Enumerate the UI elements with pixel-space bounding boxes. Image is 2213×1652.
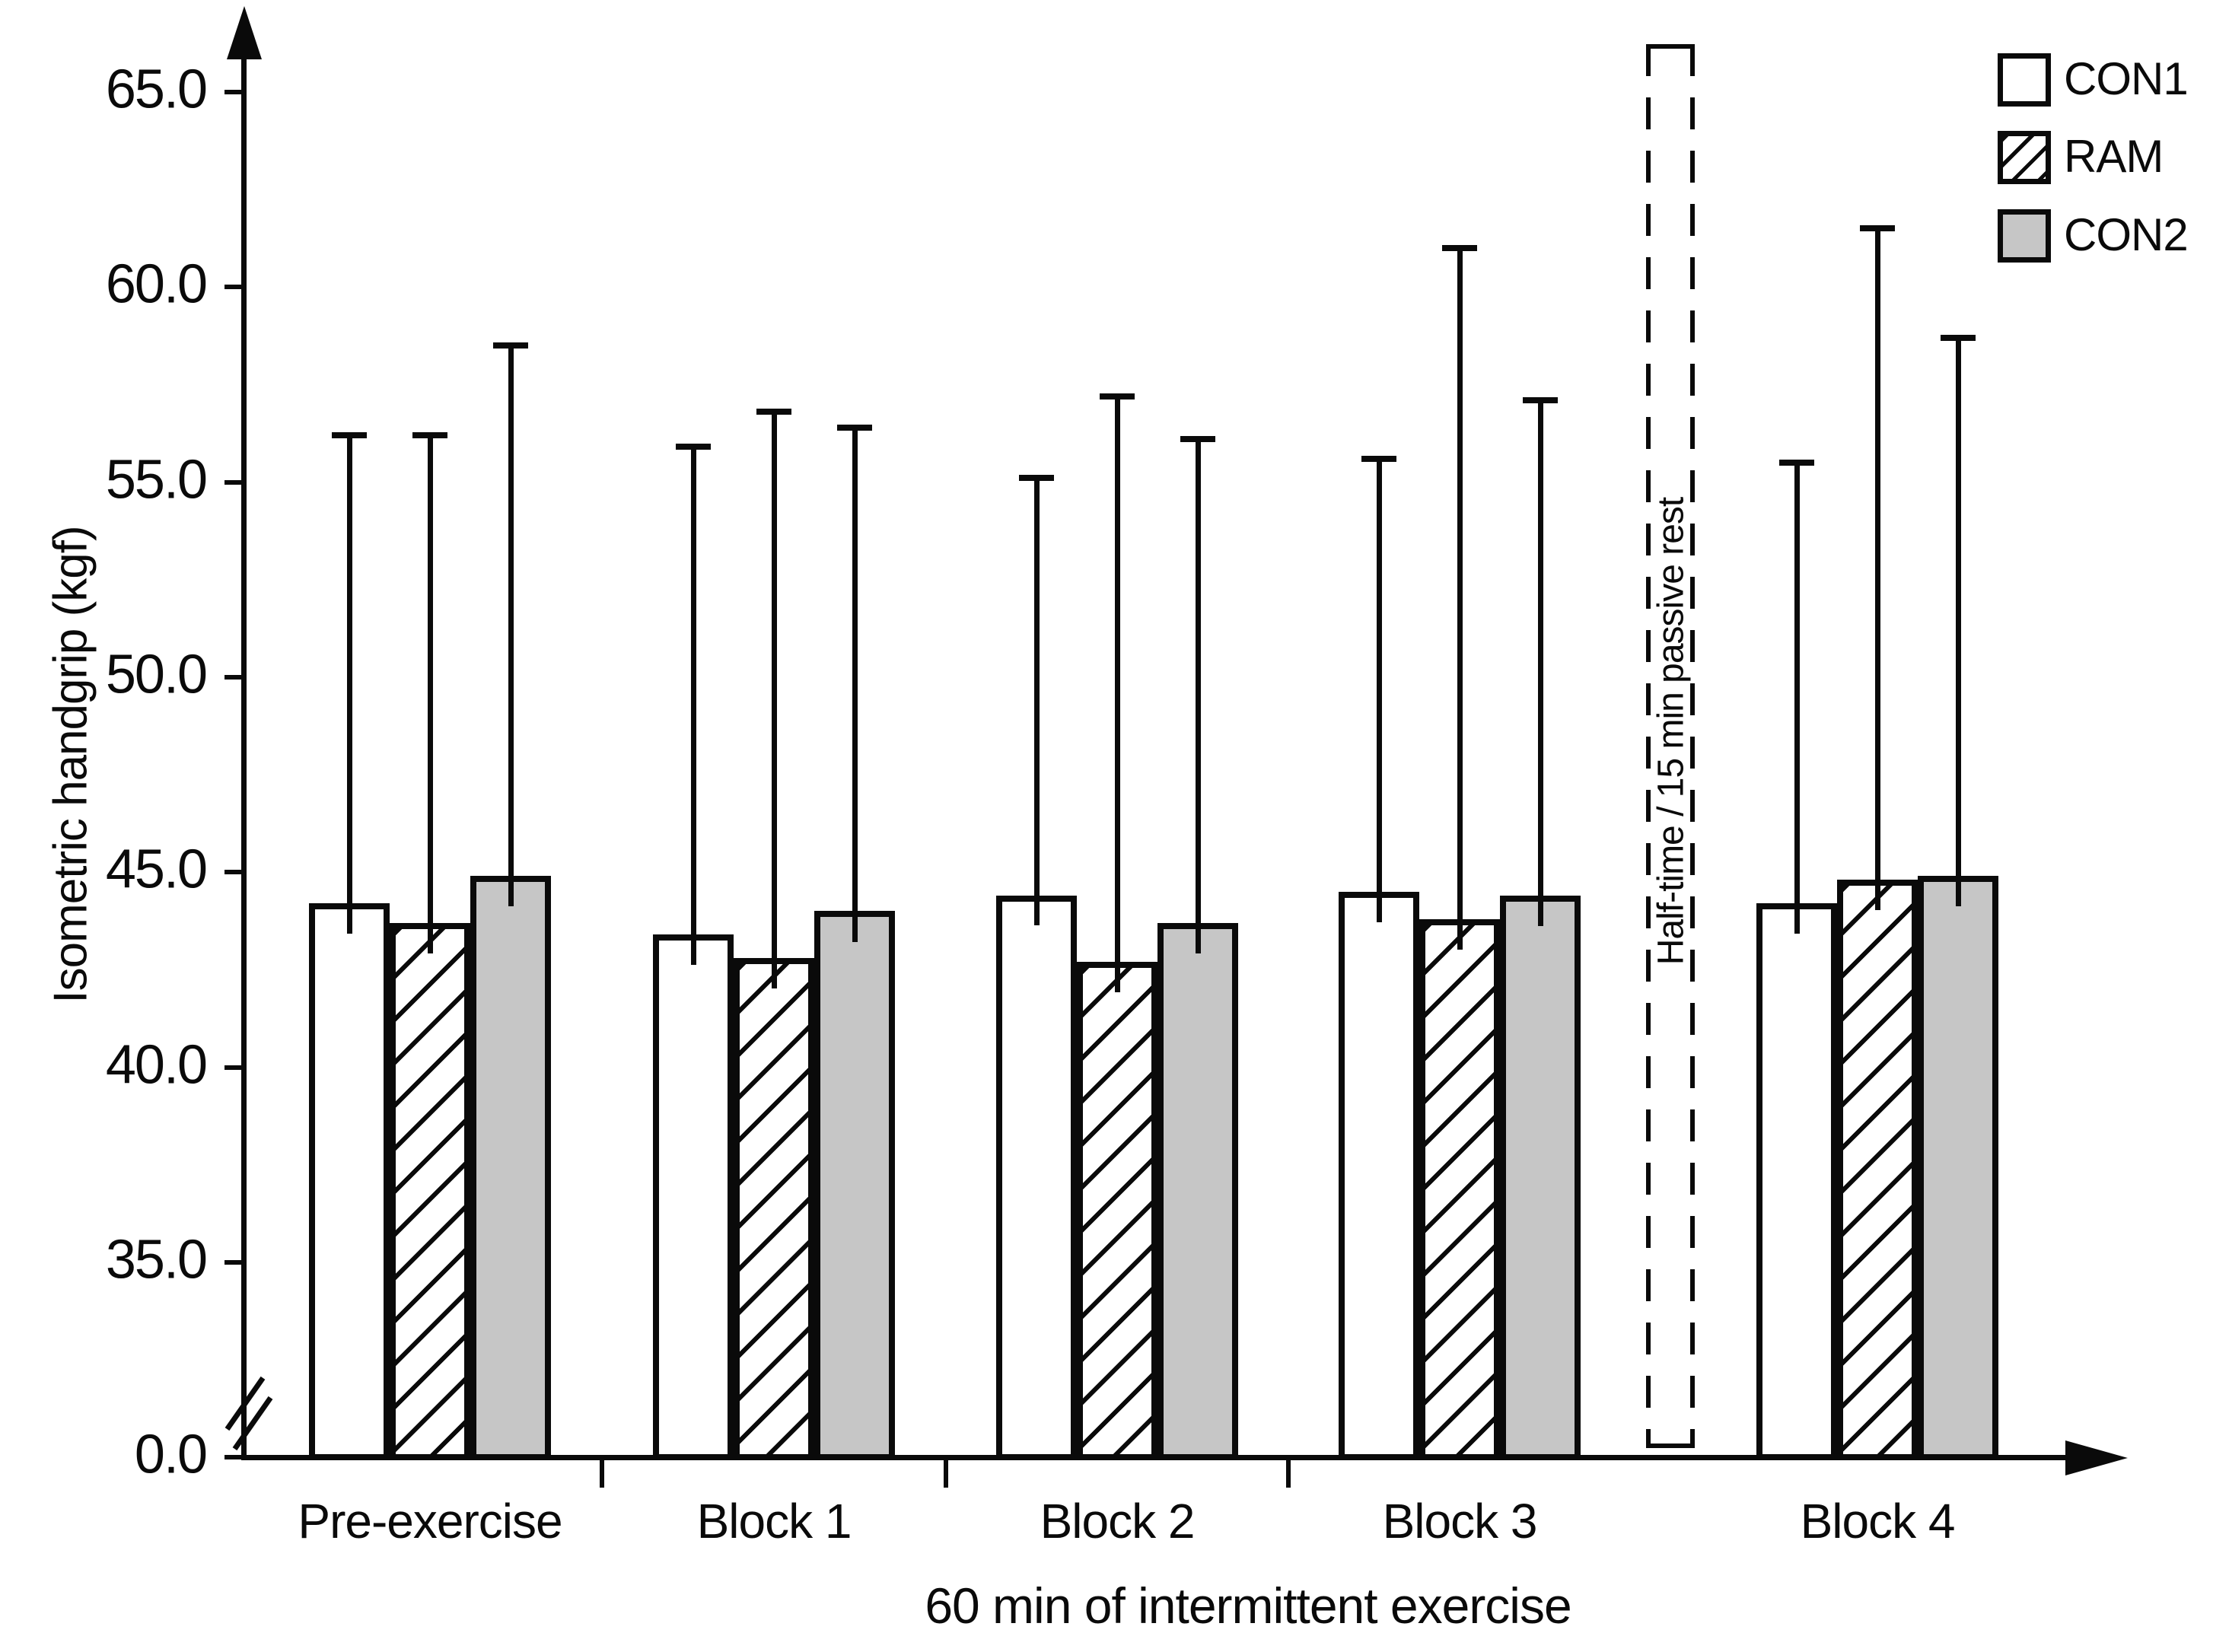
x-category-label-block-3: Block 3 bbox=[1382, 1494, 1538, 1549]
error-bar-cap-ram-block-2 bbox=[1100, 393, 1135, 399]
group-separator-tick bbox=[600, 1457, 604, 1488]
y-tick-label: 60.0 bbox=[105, 253, 208, 315]
error-bar-line-ram-block-1 bbox=[772, 412, 777, 988]
legend-swatch-ram-icon bbox=[1998, 131, 2051, 184]
halftime-box-right-edge bbox=[1690, 44, 1695, 1448]
error-bar-cap-con2-block-2 bbox=[1180, 436, 1215, 442]
bar-con1-block-2 bbox=[996, 896, 1077, 1460]
group-separator-tick bbox=[944, 1457, 948, 1488]
x-category-label-pre-exercise: Pre-exercise bbox=[298, 1494, 562, 1549]
y-tick bbox=[224, 285, 244, 289]
bar-ram-block-1 bbox=[734, 958, 814, 1460]
error-bar-cap-con2-block-1 bbox=[837, 425, 872, 431]
error-bar-cap-ram-block-4 bbox=[1860, 225, 1895, 231]
bar-con2-block-3 bbox=[1500, 896, 1581, 1460]
error-bar-cap-con2-block-3 bbox=[1523, 397, 1558, 403]
error-bar-line-ram-pre-exercise bbox=[428, 435, 433, 953]
bar-con1-block-1 bbox=[653, 934, 734, 1460]
y-axis-title: Isometric handgrip (kgf) bbox=[44, 526, 97, 1004]
error-bar-cap-con2-block-4 bbox=[1941, 335, 1976, 341]
error-bar-line-con1-block-2 bbox=[1034, 478, 1040, 925]
halftime-box-top-edge bbox=[1646, 44, 1695, 49]
error-bar-cap-con2-pre-exercise bbox=[493, 342, 528, 349]
y-axis-arrow-icon bbox=[227, 6, 262, 59]
y-tick bbox=[224, 90, 244, 94]
legend-label-con2: CON2 bbox=[2064, 209, 2189, 261]
error-bar-cap-con1-block-2 bbox=[1019, 475, 1054, 481]
y-tick-label: 35.0 bbox=[105, 1229, 208, 1291]
error-bar-cap-ram-pre-exercise bbox=[412, 432, 447, 438]
error-bar-line-con2-block-2 bbox=[1196, 439, 1201, 953]
x-category-label-block-4: Block 4 bbox=[1800, 1494, 1956, 1549]
bar-con1-block-4 bbox=[1756, 903, 1837, 1460]
halftime-box-left-edge bbox=[1646, 44, 1651, 1448]
bar-ram-block-4 bbox=[1837, 880, 1918, 1460]
error-bar-line-con2-block-3 bbox=[1538, 400, 1543, 926]
y-axis-line bbox=[241, 53, 247, 1460]
error-bar-line-con1-block-3 bbox=[1377, 459, 1382, 922]
error-bar-line-ram-block-3 bbox=[1457, 248, 1463, 950]
y-tick-label: 65.0 bbox=[105, 59, 208, 120]
error-bar-line-con1-pre-exercise bbox=[347, 435, 352, 934]
bar-con2-pre-exercise bbox=[470, 876, 551, 1460]
error-bar-cap-ram-block-3 bbox=[1442, 245, 1477, 251]
y-tick bbox=[224, 1065, 244, 1070]
bar-con1-pre-exercise bbox=[309, 903, 390, 1460]
legend-label-ram: RAM bbox=[2064, 131, 2164, 183]
bar-ram-block-2 bbox=[1077, 962, 1157, 1460]
bar-con2-block-2 bbox=[1157, 923, 1238, 1460]
bar-con1-block-3 bbox=[1339, 892, 1419, 1460]
y-tick bbox=[224, 480, 244, 485]
y-tick bbox=[224, 1455, 244, 1459]
y-tick-label: 55.0 bbox=[105, 449, 208, 511]
bar-con2-block-4 bbox=[1918, 876, 1998, 1460]
error-bar-line-ram-block-4 bbox=[1875, 228, 1880, 910]
bar-ram-block-3 bbox=[1419, 919, 1500, 1460]
error-bar-cap-con1-block-1 bbox=[676, 444, 711, 450]
y-tick bbox=[224, 1260, 244, 1265]
y-tick-label: 50.0 bbox=[105, 644, 208, 705]
error-bar-line-con2-block-1 bbox=[852, 428, 858, 942]
x-category-label-block-1: Block 1 bbox=[696, 1494, 852, 1549]
bar-con2-block-1 bbox=[814, 911, 895, 1460]
error-bar-line-con1-block-4 bbox=[1794, 463, 1800, 934]
halftime-box-bottom-edge bbox=[1646, 1444, 1695, 1448]
y-tick-label: 45.0 bbox=[105, 839, 208, 900]
error-bar-line-ram-block-2 bbox=[1115, 396, 1120, 992]
y-tick bbox=[224, 675, 244, 680]
y-tick-label: 40.0 bbox=[105, 1034, 208, 1096]
legend-label-con1: CON1 bbox=[2064, 53, 2189, 105]
x-axis-line bbox=[242, 1455, 2068, 1460]
y-axis-break-icon bbox=[232, 1396, 273, 1451]
legend-swatch-con2-icon bbox=[1998, 209, 2051, 263]
error-bar-line-con2-block-4 bbox=[1956, 338, 1961, 906]
error-bar-line-con2-pre-exercise bbox=[508, 345, 514, 906]
error-bar-cap-con1-block-4 bbox=[1779, 460, 1814, 466]
bar-ram-pre-exercise bbox=[390, 923, 470, 1460]
error-bar-cap-con1-pre-exercise bbox=[332, 432, 367, 438]
y-tick bbox=[224, 870, 244, 874]
x-category-label-block-2: Block 2 bbox=[1040, 1494, 1196, 1549]
halftime-label: Half-time / 15 min passive rest bbox=[1651, 497, 1692, 966]
x-axis-title: 60 min of intermittent exercise bbox=[925, 1577, 1571, 1634]
x-axis-arrow-icon bbox=[2065, 1440, 2128, 1475]
legend-swatch-con1-icon bbox=[1998, 53, 2051, 107]
y-tick-label: 0.0 bbox=[134, 1424, 208, 1485]
group-separator-tick bbox=[1286, 1457, 1291, 1488]
error-bar-line-con1-block-1 bbox=[691, 447, 696, 965]
error-bar-cap-con1-block-3 bbox=[1361, 456, 1396, 462]
error-bar-cap-ram-block-1 bbox=[756, 409, 791, 415]
